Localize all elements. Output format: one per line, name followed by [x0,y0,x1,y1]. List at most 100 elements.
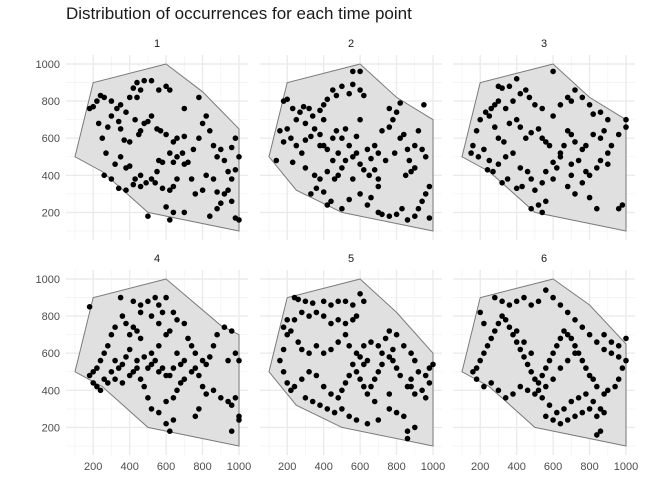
data-point [490,168,496,175]
data-point [492,294,498,301]
data-point [145,395,151,401]
data-point [346,196,353,203]
data-point [426,365,433,371]
data-point [214,205,220,212]
data-point [309,113,316,119]
data-point [288,135,294,141]
data-point [368,155,374,162]
data-point [192,413,199,420]
data-point [280,369,287,375]
data-point [207,354,213,360]
data-point [543,198,549,205]
data-point [350,176,356,182]
data-point [299,309,305,316]
data-point [232,167,239,173]
data-point [170,183,177,190]
data-point [426,215,433,221]
data-point [324,168,331,175]
data-point [324,96,331,103]
data-point [504,176,511,182]
data-point [535,298,542,305]
data-point [532,187,538,193]
data-point [623,124,629,130]
data-point [404,146,411,153]
data-point [293,116,300,123]
data-point [181,320,188,327]
data-point [601,409,607,416]
data-point [575,157,582,164]
data-point [134,94,140,101]
data-point [408,168,414,175]
data-point [357,376,363,383]
data-point [157,128,164,134]
data-point [185,159,191,166]
data-point [159,185,166,192]
data-point [114,105,120,112]
data-point [412,213,418,219]
data-point [406,157,413,164]
data-point [236,217,242,223]
data-point [163,331,169,338]
data-point [623,335,629,342]
data-point [386,213,393,219]
data-point [302,395,309,401]
data-point [568,172,575,179]
data-point [353,133,360,140]
data-point [608,142,615,149]
data-point [513,116,520,123]
data-point [284,126,291,132]
data-point [105,380,111,386]
data-point [353,313,360,319]
data-point [126,372,133,379]
data-point [228,144,235,151]
data-point [393,109,400,115]
x-tick-label: 600 [157,461,175,473]
data-point [357,161,363,167]
data-point [422,154,429,160]
data-point [375,369,382,375]
data-point [615,131,622,138]
data-point [181,105,188,112]
data-point [473,376,480,383]
data-point [295,339,302,345]
data-point [228,176,235,182]
hull-polygon [461,63,627,232]
data-point [123,187,129,193]
data-point [419,198,425,205]
data-point [221,191,228,197]
data-point [597,109,604,115]
data-point [590,131,596,138]
data-point [499,313,505,319]
data-point [210,142,217,149]
data-point [502,395,509,401]
data-point [353,150,360,156]
data-point [143,180,149,186]
data-point [170,139,177,145]
data-point [291,317,298,323]
data-point [218,200,224,206]
data-point [568,335,575,342]
data-point [397,100,404,106]
data-point [510,150,516,156]
data-point [510,98,516,104]
data-point [470,369,476,375]
facet-label: 3 [541,38,547,50]
data-point [517,383,524,390]
data-point [228,328,235,334]
data-point [199,187,206,193]
data-point [159,309,166,316]
data-point [495,135,502,141]
data-point [299,376,305,383]
data-point [535,126,542,132]
data-point [115,185,122,192]
data-point [366,172,373,179]
data-point [528,129,534,136]
data-point [561,406,567,412]
data-point [94,98,100,104]
chart-title: Distribution of occurrences for each tim… [66,4,412,23]
data-point [550,113,556,119]
data-point [123,165,129,171]
x-tick-label: 400 [314,461,332,473]
data-point [112,161,118,167]
data-point [357,116,363,123]
